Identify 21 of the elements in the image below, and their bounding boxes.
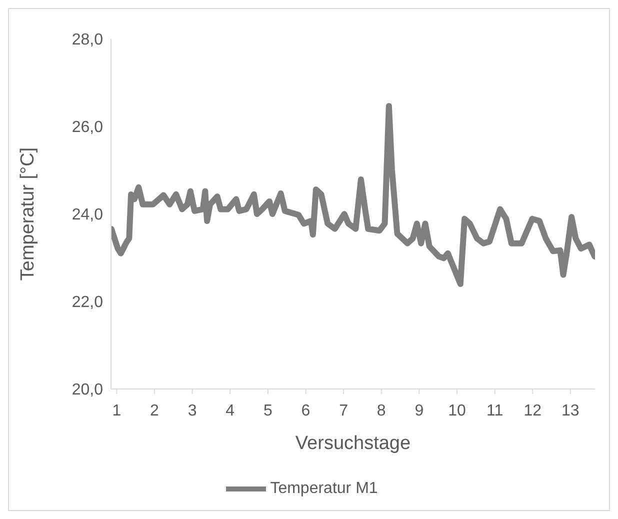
x-axis-title: Versuchstage [295,433,411,454]
x-tick-label: 11 [486,402,504,420]
x-tick-label: 1 [112,402,122,420]
y-tick-label: 26,0 [72,119,104,136]
x-tick-label: 9 [414,402,424,420]
x-tick-label: 2 [150,402,160,420]
x-tick-label: 12 [524,402,542,420]
x-tick-label: 10 [448,402,466,420]
y-tick-label: 22,0 [72,294,104,312]
y-tick-label: 24,0 [72,206,104,224]
y-axis-title: Temperatur [°C] [18,147,39,281]
legend-label: Temperatur M1 [270,480,378,498]
x-tick-label: 4 [226,402,235,420]
y-tick-label: 28,0 [72,32,104,49]
x-tick-label: 13 [562,402,580,420]
x-tick-label: 6 [301,402,310,420]
x-tick-label: 8 [376,402,386,420]
x-tick-label: 7 [339,402,348,420]
y-tick-label: 20,0 [72,382,104,399]
x-tick-label: 5 [263,402,272,420]
x-tick-label: 3 [188,402,197,420]
